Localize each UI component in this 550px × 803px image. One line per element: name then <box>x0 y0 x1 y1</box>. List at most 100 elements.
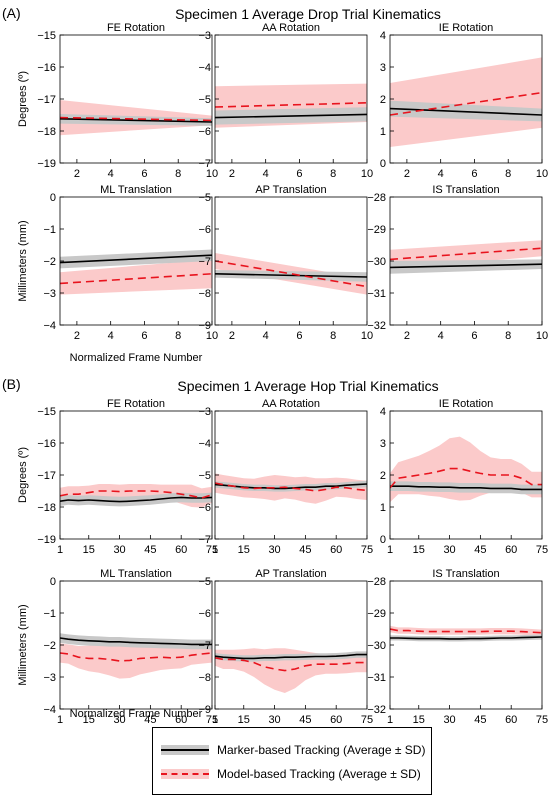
marker-mean-line <box>390 263 542 269</box>
x-tick-label: 4 <box>438 168 444 180</box>
model-sd-band <box>390 57 542 147</box>
subplot-title: ML Translation <box>100 184 172 196</box>
x-tick-label: 60 <box>505 544 517 556</box>
x-tick-label: 45 <box>474 544 486 556</box>
x-tick-label: 60 <box>175 714 187 726</box>
x-tick-label: 30 <box>268 714 280 726</box>
x-tick-label: 10 <box>206 330 218 342</box>
x-tick-label: 8 <box>505 168 511 180</box>
x-tick-label: 2 <box>74 330 80 342</box>
x-tick-label: 6 <box>141 168 147 180</box>
y-tick-label: −29 <box>367 224 386 236</box>
x-tick-label: 45 <box>144 544 156 556</box>
marker-sd-band <box>215 480 367 492</box>
x-tick-label: 75 <box>361 544 373 556</box>
marker-mean-line <box>60 496 212 503</box>
y-tick-label: −6 <box>198 126 211 138</box>
x-tick-label: 2 <box>229 330 235 342</box>
y-tick-label: 1 <box>380 502 386 514</box>
x-tick-label: 30 <box>443 714 455 726</box>
panel-b: (B) Specimen 1 Average Hop Trial Kinemati… <box>2 376 548 726</box>
y-tick-label: 0 <box>380 534 386 546</box>
y-tick-label: 3 <box>380 62 386 74</box>
x-tick-label: 2 <box>74 168 80 180</box>
x-tick-label: 6 <box>141 330 147 342</box>
y-tick-label: −19 <box>37 534 56 546</box>
x-tick-label: 60 <box>505 714 517 726</box>
y-tick-label: −8 <box>198 288 211 300</box>
y-tick-label: −32 <box>367 704 386 716</box>
y-tick-label: 3 <box>380 438 386 450</box>
x-tick-label: 10 <box>206 168 218 180</box>
x-tick-label: 60 <box>175 544 187 556</box>
y-tick-label: −3 <box>43 672 56 684</box>
subplot-fe-rotation: FE Rotation −19 −18 −17 −16 −15 2 4 6 8 10 <box>37 22 218 180</box>
subplot-ie-rotation: IE Rotation 0 1 2 3 4 2 4 6 8 10 <box>380 22 548 180</box>
subplot-title: IE Rotation <box>439 22 493 34</box>
panel-title: Specimen 1 Average Drop Trial Kinematics <box>175 6 441 22</box>
x-tick-label: 1 <box>387 714 393 726</box>
row-ylabel: Degrees (º) <box>17 71 29 127</box>
x-tick-label: 10 <box>361 168 373 180</box>
x-tick-label: 6 <box>471 168 477 180</box>
y-tick-label: −4 <box>43 704 56 716</box>
y-tick-label: −2 <box>43 640 56 652</box>
marker-mean-line <box>215 653 367 660</box>
x-tick-label: 75 <box>361 714 373 726</box>
x-tick-label: 8 <box>505 330 511 342</box>
y-tick-label: −17 <box>37 470 56 482</box>
row-ylabel: Millimeters (mm) <box>17 604 29 685</box>
x-tick-label: 45 <box>144 714 156 726</box>
panel-a: (A) Specimen 1 Average Drop Trial Kinemat… <box>2 5 548 364</box>
subplot-title: AA Rotation <box>262 398 320 410</box>
y-tick-label: −5 <box>198 94 211 106</box>
marker-mean-line <box>390 485 542 491</box>
x-tick-label: 1 <box>212 544 218 556</box>
marker-mean-line <box>215 113 367 119</box>
x-tick-label: 15 <box>413 544 425 556</box>
subplot-title: IS Translation <box>432 184 499 196</box>
y-tick-label: −7 <box>198 158 211 170</box>
y-tick-label: 0 <box>50 576 56 588</box>
legend-entry-marker: Marker-based Tracking (Average ± SD) <box>161 740 425 760</box>
x-tick-label: 10 <box>536 330 548 342</box>
x-tick-label: 45 <box>474 714 486 726</box>
y-tick-label: −5 <box>198 470 211 482</box>
x-tick-label: 8 <box>330 330 336 342</box>
x-tick-label: 75 <box>536 714 548 726</box>
plot-frame <box>214 410 368 540</box>
x-tick-label: 30 <box>113 544 125 556</box>
x-tick-label: 30 <box>113 714 125 726</box>
subplot-title: AP Translation <box>255 184 326 196</box>
y-tick-label: −3 <box>198 30 211 42</box>
x-tick-label: 8 <box>175 330 181 342</box>
legend-label-model: Model-based Tracking (Average ± SD) <box>217 767 421 781</box>
x-axis-label: Normalized Frame Number <box>70 352 203 364</box>
y-tick-label: −5 <box>198 576 211 588</box>
marker-sd-band <box>60 633 212 650</box>
legend-label-marker: Marker-based Tracking (Average ± SD) <box>217 743 426 757</box>
x-tick-label: 8 <box>175 168 181 180</box>
x-tick-label: 30 <box>268 544 280 556</box>
x-tick-label: 4 <box>108 330 114 342</box>
plot-frame <box>59 34 213 164</box>
marker-mean-line <box>390 107 542 116</box>
x-tick-label: 4 <box>263 168 269 180</box>
y-tick-label: 4 <box>380 406 386 418</box>
x-tick-label: 15 <box>238 714 250 726</box>
y-tick-label: −31 <box>367 288 386 300</box>
subplot-ap-translation: AP Translation −9 −8 −7 −6 −5 1 15 30 45 60 75 <box>198 568 373 726</box>
x-tick-label: 1 <box>57 714 63 726</box>
x-tick-label: 30 <box>443 544 455 556</box>
x-tick-label: 15 <box>83 714 95 726</box>
x-tick-label: 1 <box>387 544 393 556</box>
x-axis-label: Normalized Frame Number <box>70 708 203 720</box>
y-tick-label: −5 <box>198 192 211 204</box>
subplot-aa-rotation: AA Rotation −7 −6 −5 −4 −3 2 4 6 8 10 <box>198 22 373 180</box>
y-tick-label: −30 <box>367 256 386 268</box>
y-tick-label: 0 <box>380 158 386 170</box>
y-tick-label: −6 <box>198 608 211 620</box>
x-tick-label: 60 <box>330 714 342 726</box>
marker-mean-line <box>215 273 367 278</box>
